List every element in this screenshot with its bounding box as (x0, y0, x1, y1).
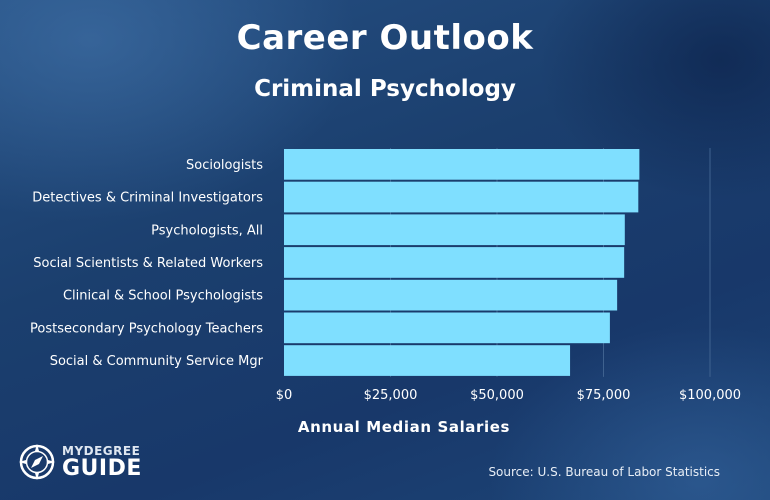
bar (284, 214, 625, 246)
bar (284, 149, 640, 180)
x-tick-label: $0 (276, 388, 293, 403)
category-label: Detectives & Criminal Investigators (32, 191, 263, 206)
chart-title: Career Outlook (236, 18, 534, 58)
category-label: Social Scientists & Related Workers (33, 256, 263, 271)
bar (284, 279, 618, 311)
compass-icon (19, 444, 55, 480)
x-tick-label: $100,000 (679, 388, 741, 403)
category-label: Clinical & School Psychologists (63, 289, 263, 304)
x-tick-label: $25,000 (364, 388, 418, 403)
chart-subtitle: Criminal Psychology (254, 76, 516, 102)
bar (284, 181, 639, 213)
logo-line1: MYDEGREE (62, 444, 141, 458)
category-label: Psychologists, All (151, 223, 263, 238)
category-label: Sociologists (186, 158, 263, 173)
bar (284, 312, 610, 344)
bar (284, 345, 571, 376)
logo-line2: GUIDE (62, 456, 142, 481)
source-note: Source: U.S. Bureau of Labor Statistics (488, 465, 720, 479)
bar (284, 247, 625, 278)
x-tick-label: $75,000 (577, 388, 631, 403)
category-label: Postsecondary Psychology Teachers (30, 321, 263, 336)
category-label: Social & Community Service Mgr (50, 354, 264, 369)
x-axis-label: Annual Median Salaries (297, 418, 511, 436)
x-tick-label: $50,000 (470, 388, 524, 403)
